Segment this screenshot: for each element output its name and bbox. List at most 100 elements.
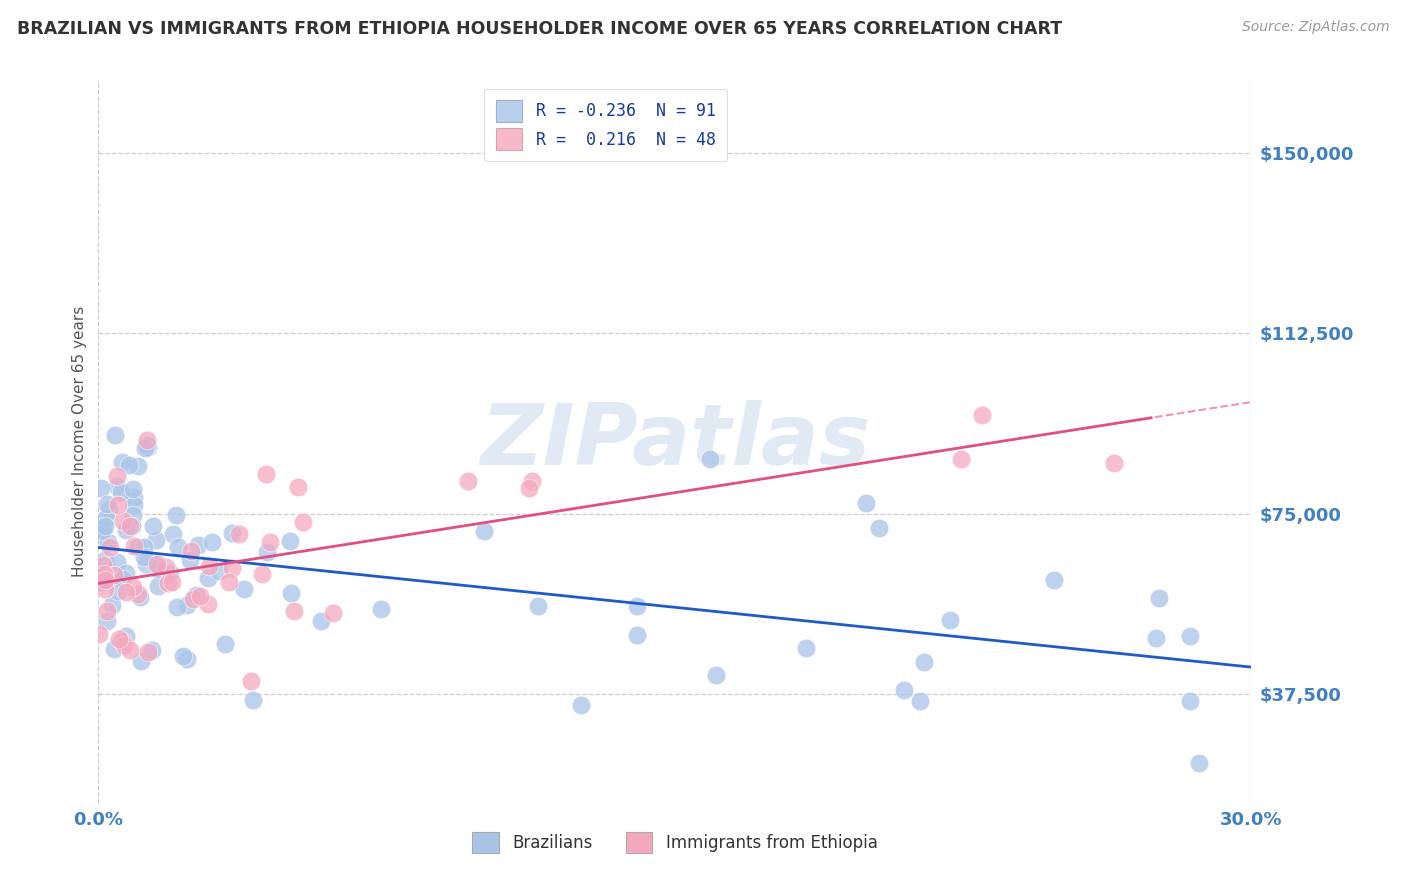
Point	[118, 642, 141, 657]
Point	[1178, 694, 1201, 708]
Point	[292, 515, 315, 529]
Point	[103, 567, 125, 582]
Point	[1180, 629, 1202, 643]
Point	[322, 606, 344, 620]
Point	[1043, 574, 1066, 588]
Point	[699, 452, 721, 467]
Point	[166, 540, 188, 554]
Point	[127, 587, 149, 601]
Point	[626, 599, 648, 613]
Point	[122, 490, 145, 504]
Point	[256, 545, 278, 559]
Point	[517, 481, 540, 495]
Point	[112, 638, 135, 652]
Point	[98, 503, 121, 517]
Point	[472, 524, 495, 538]
Point	[176, 652, 198, 666]
Point	[89, 571, 111, 585]
Point	[94, 582, 117, 596]
Point	[160, 575, 183, 590]
Point	[93, 553, 115, 567]
Point	[208, 565, 231, 579]
Point	[96, 615, 118, 629]
Point	[127, 459, 149, 474]
Point	[242, 693, 264, 707]
Point	[134, 441, 156, 455]
Point	[107, 632, 129, 646]
Point	[221, 560, 243, 574]
Point	[190, 589, 212, 603]
Point	[112, 572, 135, 586]
Point	[1188, 756, 1211, 770]
Point	[111, 455, 134, 469]
Point	[283, 604, 305, 618]
Point	[136, 441, 159, 455]
Point	[142, 519, 165, 533]
Point	[221, 525, 243, 540]
Point	[96, 497, 118, 511]
Point	[118, 519, 141, 533]
Point	[93, 573, 115, 587]
Point	[868, 521, 890, 535]
Point	[704, 668, 727, 682]
Point	[115, 585, 138, 599]
Text: BRAZILIAN VS IMMIGRANTS FROM ETHIOPIA HOUSEHOLDER INCOME OVER 65 YEARS CORRELATI: BRAZILIAN VS IMMIGRANTS FROM ETHIOPIA HO…	[17, 20, 1062, 37]
Point	[90, 529, 112, 543]
Point	[184, 588, 207, 602]
Point	[197, 597, 219, 611]
Point	[197, 559, 219, 574]
Point	[93, 566, 115, 581]
Point	[122, 580, 145, 594]
Point	[132, 540, 155, 554]
Point	[232, 582, 254, 597]
Point	[250, 567, 273, 582]
Point	[146, 579, 169, 593]
Point	[141, 643, 163, 657]
Point	[259, 534, 281, 549]
Point	[91, 558, 114, 572]
Point	[197, 571, 219, 585]
Point	[569, 698, 592, 713]
Point	[111, 514, 134, 528]
Point	[124, 498, 146, 512]
Point	[157, 575, 180, 590]
Point	[96, 510, 118, 524]
Point	[101, 598, 124, 612]
Point	[146, 562, 169, 576]
Point	[110, 484, 132, 499]
Point	[522, 474, 544, 488]
Point	[1149, 591, 1171, 605]
Point	[179, 553, 201, 567]
Point	[90, 481, 112, 495]
Point	[278, 533, 301, 548]
Point	[135, 438, 157, 452]
Point	[91, 524, 114, 539]
Point	[187, 538, 209, 552]
Point	[143, 557, 166, 571]
Point	[950, 452, 973, 467]
Point	[91, 522, 114, 536]
Point	[94, 518, 117, 533]
Point	[91, 575, 114, 590]
Point	[287, 480, 309, 494]
Point	[457, 474, 479, 488]
Point	[181, 591, 204, 606]
Point	[129, 654, 152, 668]
Y-axis label: Householder Income Over 65 years: Householder Income Over 65 years	[72, 306, 87, 577]
Point	[201, 535, 224, 549]
Point	[908, 693, 931, 707]
Text: ZIPatlas: ZIPatlas	[479, 400, 870, 483]
Point	[240, 674, 263, 689]
Point	[96, 604, 118, 618]
Point	[98, 541, 121, 555]
Point	[172, 649, 194, 664]
Point	[107, 584, 129, 599]
Legend: Brazilians, Immigrants from Ethiopia: Brazilians, Immigrants from Ethiopia	[465, 826, 884, 860]
Point	[135, 434, 157, 448]
Point	[105, 555, 128, 569]
Point	[527, 599, 550, 614]
Point	[162, 526, 184, 541]
Point	[972, 408, 994, 422]
Point	[135, 558, 157, 572]
Point	[114, 523, 136, 537]
